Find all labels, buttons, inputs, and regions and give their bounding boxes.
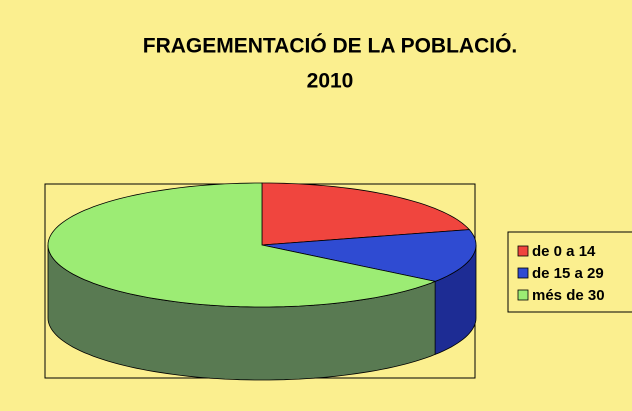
legend-swatch xyxy=(517,289,529,301)
pie-slice xyxy=(261,182,471,246)
pie-slice xyxy=(261,229,477,282)
legend-swatch xyxy=(517,267,529,279)
chart-subtitle: 2010 xyxy=(307,70,354,93)
legend-box xyxy=(507,231,632,313)
legend-label: més de 30 xyxy=(532,287,605,304)
pie-slice xyxy=(47,182,437,308)
legend-label: de 0 a 14 xyxy=(532,243,596,260)
legend-label: de 15 a 29 xyxy=(532,265,604,282)
legend-swatch xyxy=(517,245,529,257)
chart-title: FRAGEMENTACIÓ DE LA POBLACIÓ. xyxy=(143,34,518,58)
